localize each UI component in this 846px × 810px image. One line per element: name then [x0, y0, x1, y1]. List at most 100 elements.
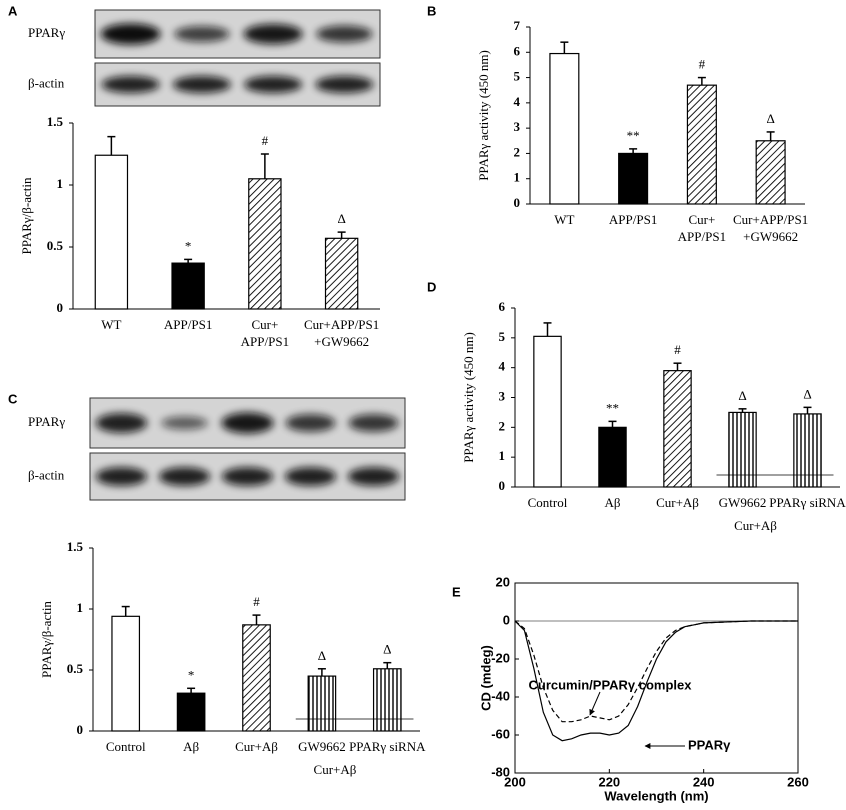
blot-band	[244, 75, 303, 94]
x-tick-label: Control	[106, 739, 146, 754]
bar	[686, 84, 717, 205]
bar	[618, 152, 649, 205]
panel-label: B	[427, 3, 436, 18]
blot-band	[95, 467, 148, 486]
significance-marker: **	[606, 400, 619, 415]
series-label: Curcumin/PPARγ complex	[528, 677, 692, 692]
panel-label: C	[8, 391, 18, 406]
x-tick-label: APP/PS1	[678, 229, 726, 244]
x-tick-label: +GW9662	[743, 229, 798, 244]
blot-band	[243, 23, 303, 45]
y-tick-label: -20	[491, 650, 510, 665]
bar	[307, 675, 337, 732]
y-tick-label: 0.5	[47, 238, 64, 253]
y-tick-label: 7	[514, 18, 521, 33]
blot-band	[100, 23, 161, 45]
significance-marker: *	[188, 667, 195, 682]
y-tick-label: 5	[499, 329, 506, 344]
significance-marker: Δ	[318, 648, 326, 663]
plot-frame	[514, 582, 799, 774]
x-tick-label: WT	[101, 317, 121, 332]
blot-band	[101, 75, 160, 94]
blot-band	[158, 467, 211, 486]
y-tick-label: 4	[514, 94, 521, 109]
x-axis-label: Wavelength (nm)	[604, 788, 708, 803]
y-tick-label: 0.5	[67, 661, 84, 676]
significance-marker: Δ	[766, 111, 774, 126]
blot-band	[315, 75, 374, 94]
blot-band	[316, 25, 373, 43]
y-tick-label: 1	[57, 176, 64, 191]
x-tick-label: 220	[598, 774, 620, 789]
blot-label: β-actin	[28, 75, 65, 90]
panel-label: A	[8, 3, 18, 18]
blot-band	[95, 413, 148, 433]
x-tick-label: 240	[693, 774, 715, 789]
blot-band	[221, 467, 274, 486]
bar	[111, 615, 141, 732]
x-tick-label: Aβ	[183, 739, 199, 754]
y-tick-label: 1	[514, 170, 521, 185]
y-axis-label: PPARγ/β-actin	[39, 601, 54, 678]
blot-band	[347, 467, 400, 486]
y-tick-label: 3	[499, 388, 506, 403]
error-bar	[738, 408, 747, 413]
x-tick-label: +GW9662	[314, 334, 369, 349]
bar	[549, 52, 580, 205]
x-tick-label: WT	[554, 212, 574, 227]
bar	[248, 178, 282, 310]
significance-marker: Δ	[803, 386, 811, 401]
significance-marker: Δ	[383, 642, 391, 657]
x-tick-label: PPARγ siRNA	[349, 739, 426, 754]
bar	[242, 624, 271, 732]
bar	[663, 370, 692, 488]
error-bar	[608, 420, 617, 428]
y-axis-label: PPARγ/β-actin	[19, 177, 34, 254]
y-tick-label: 0	[514, 195, 521, 210]
y-tick-label: 2	[499, 418, 506, 433]
significance-marker: *	[185, 238, 192, 253]
bar	[176, 692, 206, 732]
x-tick-label: Cur+	[251, 317, 278, 332]
x-tick-label: APP/PS1	[241, 334, 289, 349]
y-tick-label: 1	[77, 600, 84, 615]
error-bar	[107, 135, 116, 156]
y-tick-label: 1	[499, 448, 506, 463]
error-bar	[121, 605, 130, 617]
y-tick-label: 2	[514, 144, 521, 159]
y-tick-label: -40	[491, 688, 510, 703]
error-bar	[803, 406, 812, 414]
y-tick-label: 4	[499, 359, 506, 374]
error-bar	[673, 362, 682, 371]
significance-marker: Δ	[738, 388, 746, 403]
bar	[324, 237, 359, 310]
y-tick-label: -80	[491, 764, 510, 779]
blot-band	[285, 414, 336, 432]
blot-band	[284, 467, 337, 486]
x-tick-label: Cur+APP/PS1	[733, 212, 808, 227]
y-tick-label: 0	[499, 478, 506, 493]
error-bar	[252, 614, 261, 625]
blot-band	[172, 75, 231, 94]
x-tick-label: Cur+	[688, 212, 715, 227]
error-bar	[187, 687, 196, 694]
error-bar	[697, 76, 706, 86]
series-line	[514, 620, 798, 723]
y-tick-label: 6	[499, 299, 506, 314]
panel-label: D	[427, 279, 436, 294]
y-tick-label: 20	[496, 574, 510, 589]
significance-marker: **	[627, 128, 640, 143]
blot-band	[161, 416, 208, 430]
error-bar	[184, 258, 193, 264]
significance-marker: Δ	[337, 211, 345, 226]
x-tick-label: GW9662	[298, 739, 346, 754]
y-tick-label: 0	[57, 300, 64, 315]
y-tick-label: 6	[514, 43, 521, 58]
blot-label: PPARγ	[28, 414, 65, 429]
error-bar	[560, 41, 569, 54]
x-tick-label: APP/PS1	[609, 212, 657, 227]
x-tick-label: GW9662	[719, 495, 767, 510]
y-axis-label: PPARγ activity (450 nm)	[461, 332, 476, 463]
x-tick-label: Cur+Aβ	[235, 739, 278, 754]
